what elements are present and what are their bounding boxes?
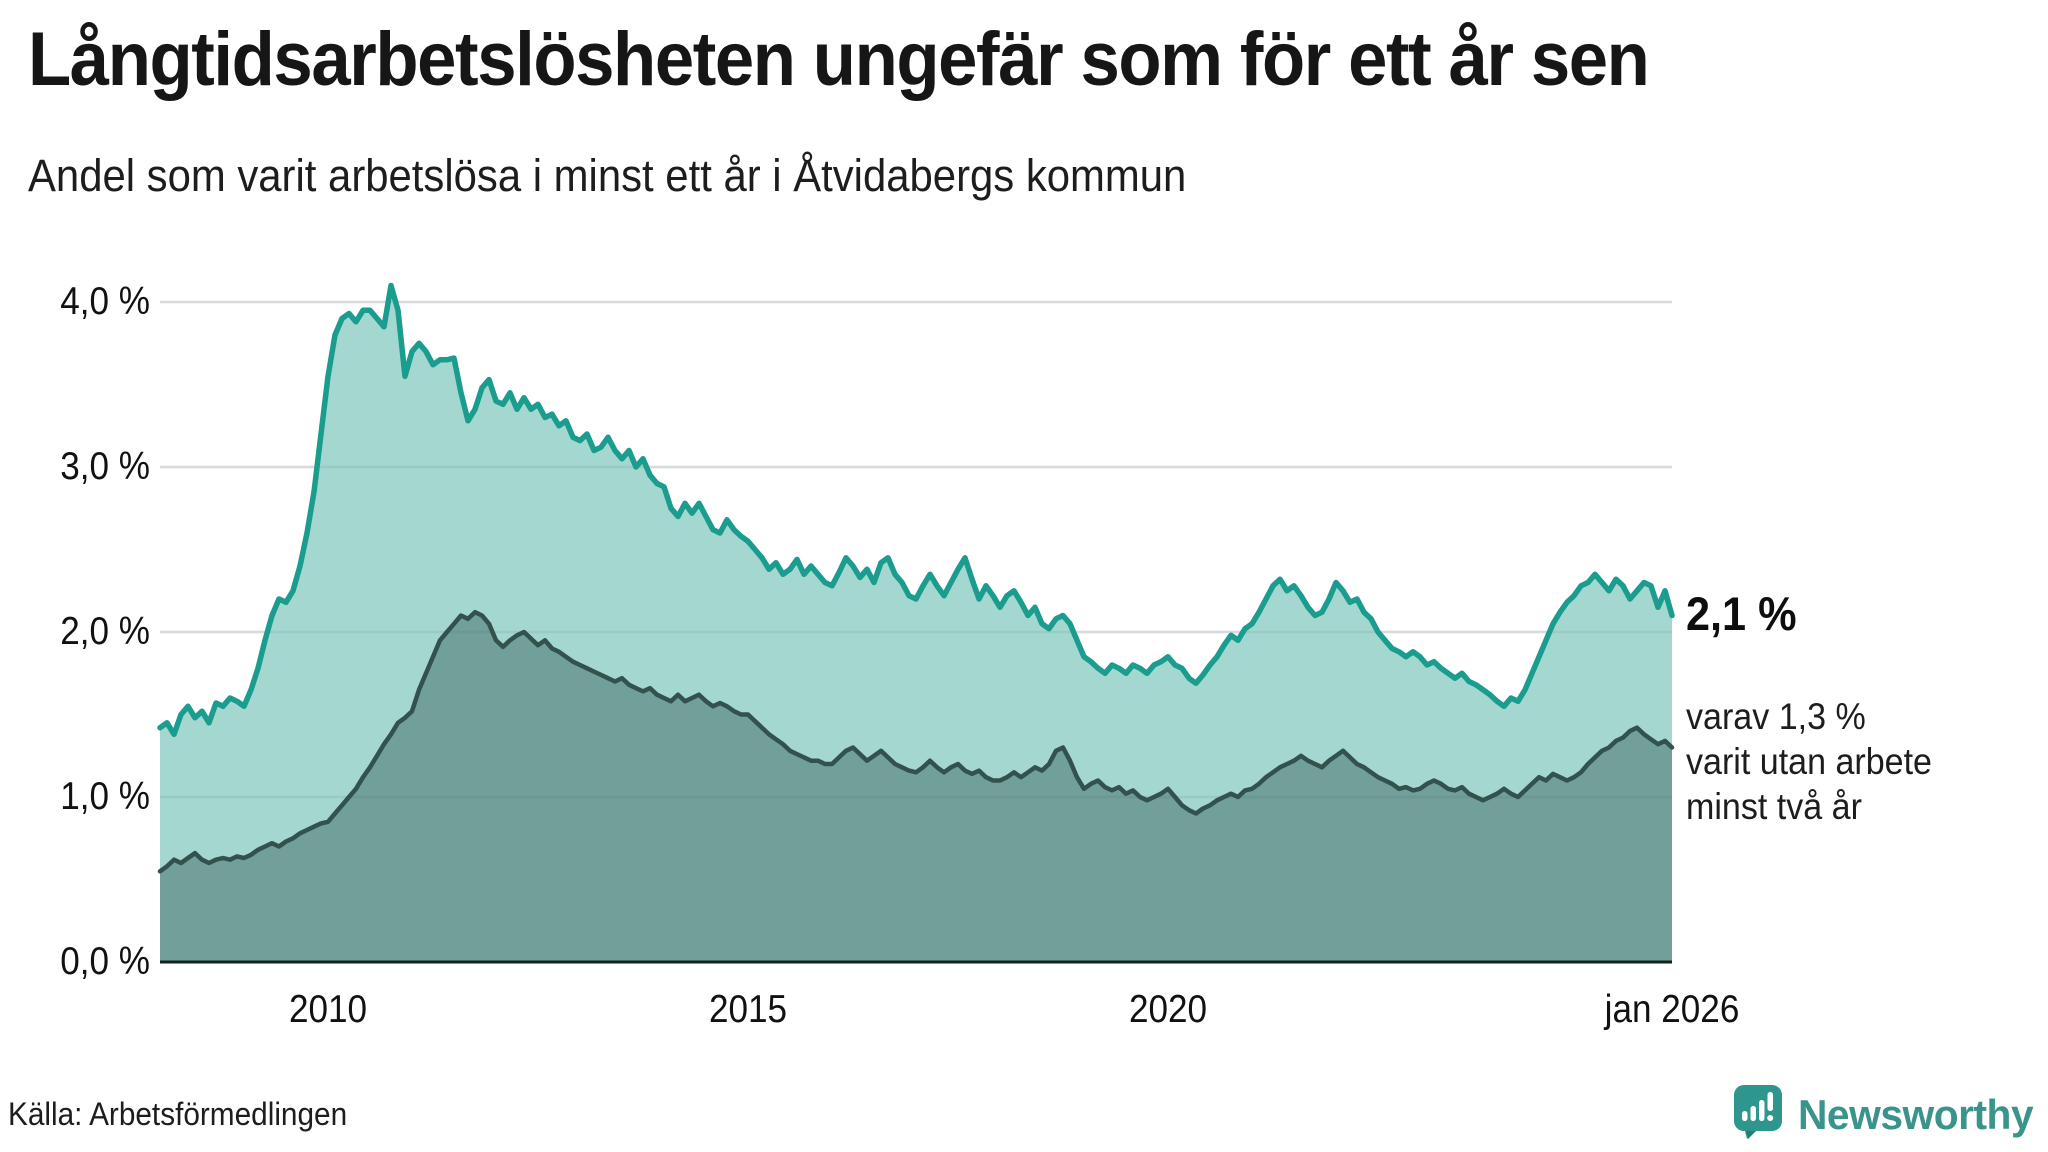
x-tick-label-2020: 2020: [1128, 988, 1208, 1031]
note-line-2: varit utan arbete: [1686, 741, 1932, 782]
y-tick-label-20: 2,0 %: [60, 610, 150, 653]
y-tick-label-00: 0,0 %: [60, 940, 150, 983]
page-subtitle: Andel som varit arbetslösa i minst ett å…: [28, 150, 1187, 201]
note-line-1: varav 1,3 %: [1686, 696, 1866, 737]
line-2yr: [157, 609, 1675, 874]
x-tick-label-2026: jan 2026: [1604, 988, 1740, 1031]
y-tick-label-10: 1,0 %: [60, 775, 150, 818]
series-end-value-label: 2,1 %: [1686, 587, 1797, 640]
brand-lockup: Newsworthy: [1733, 1085, 2040, 1144]
y-tick-label-40: 4,0 %: [60, 280, 150, 323]
brand-name: Newsworthy: [1797, 1090, 2034, 1138]
x-tick-label-2010: 2010: [288, 988, 368, 1031]
x-tick-label-2015: 2015: [708, 988, 788, 1031]
newsworthy-logo-icon: [1733, 1085, 1782, 1144]
line-1yr: [157, 282, 1675, 738]
area-2yr: [160, 612, 1672, 962]
y-tick-label-30: 3,0 %: [60, 445, 150, 488]
source-note: Källa: Arbetsförmedlingen: [8, 1096, 348, 1132]
note-line-3: minst två år: [1686, 786, 1862, 827]
series-secondary-note: varav 1,3 % varit utan arbete minst två …: [1686, 694, 1932, 829]
page-title: Långtidsarbetslösheten ungefär som för e…: [28, 17, 1650, 102]
